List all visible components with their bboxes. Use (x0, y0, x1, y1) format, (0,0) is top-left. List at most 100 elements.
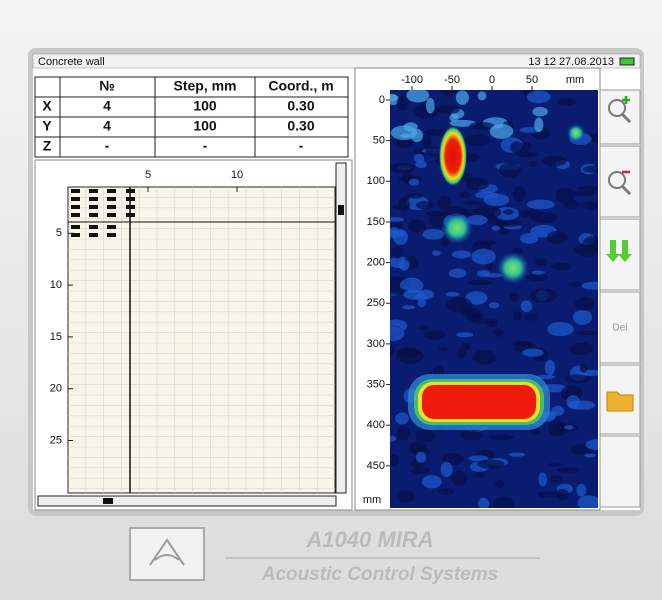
speckle (396, 425, 410, 441)
speckle (390, 326, 405, 342)
speckle (449, 113, 459, 122)
speckle (483, 193, 510, 207)
y-tick-label: 50 (373, 135, 385, 147)
speckle (398, 196, 410, 211)
x-unit: mm (566, 74, 584, 86)
speckle (555, 488, 569, 501)
speckle (491, 225, 501, 231)
speckle (391, 246, 404, 259)
x-tick-label: 0 (489, 74, 495, 86)
speckle (455, 90, 469, 105)
speckle (584, 453, 596, 458)
speckle (396, 95, 410, 111)
table-cell: 0.30 (287, 118, 314, 134)
speckle (574, 297, 595, 311)
speckle (465, 291, 488, 305)
column-header: № (99, 78, 115, 94)
table-cell: 100 (193, 118, 217, 134)
column-header: Coord., m (268, 78, 333, 94)
x-tick-label: 50 (526, 74, 538, 86)
speckle (432, 250, 441, 256)
tool-button[interactable] (599, 145, 641, 218)
column-header: Step, mm (173, 78, 236, 94)
speckle (415, 451, 427, 463)
speckle (425, 97, 435, 114)
x-tick-label: -50 (444, 74, 460, 86)
scan-point (126, 213, 135, 217)
scan-point (71, 213, 80, 217)
y-tick-label: 350 (367, 378, 385, 390)
speckle (395, 412, 409, 425)
scan-point (107, 197, 116, 201)
speckle (396, 490, 416, 503)
speckle (534, 117, 544, 133)
speckle (424, 330, 446, 341)
scan-point (126, 205, 135, 209)
tool-button[interactable] (599, 435, 641, 508)
company: Acoustic Control Systems (261, 564, 499, 585)
scan-point (107, 205, 116, 209)
reflector (497, 252, 529, 284)
scan-point (89, 189, 98, 193)
scan-point (107, 225, 116, 229)
speckle (524, 313, 538, 321)
scan-point (71, 189, 80, 193)
h-thumb (103, 498, 113, 504)
speckle (563, 425, 574, 430)
speckle (399, 259, 410, 271)
table-cell: - (105, 138, 110, 154)
scan-marks (71, 189, 135, 237)
speckle (516, 151, 538, 158)
speckle (579, 363, 588, 373)
scan-point (89, 205, 98, 209)
v-scrollbar (335, 162, 347, 494)
speckle (529, 288, 557, 303)
speckle (575, 330, 598, 336)
tool-button[interactable] (599, 291, 641, 364)
y-tick-label: 20 (50, 383, 62, 395)
scan-point (126, 189, 135, 193)
speckle (421, 475, 442, 489)
speckle (464, 134, 491, 147)
speckle (493, 496, 514, 508)
speckle (390, 454, 399, 467)
y-tick-label: 15 (50, 331, 62, 343)
speckle (520, 233, 539, 244)
tool-button[interactable] (599, 89, 641, 145)
speckle (509, 292, 520, 302)
table-cell: - (299, 138, 304, 154)
speckle (413, 153, 425, 163)
speckle (547, 420, 568, 437)
speckle (422, 135, 432, 149)
speckle (522, 348, 544, 357)
speckle (557, 98, 577, 106)
speckle (440, 90, 458, 97)
speckle (422, 228, 445, 240)
speckle (566, 395, 580, 409)
speckle (390, 221, 403, 229)
delete-button[interactable]: Del (612, 323, 627, 334)
speckle (488, 302, 500, 309)
speckle (460, 306, 475, 317)
speckle (423, 128, 450, 136)
speckle (433, 365, 445, 377)
reflector (567, 124, 585, 142)
speckle (448, 268, 467, 278)
speckle (512, 247, 522, 254)
toolbar (599, 89, 641, 508)
speckle (573, 190, 597, 196)
scan-point (126, 197, 135, 201)
speckle (390, 226, 400, 238)
speckle (585, 439, 598, 451)
table-cell: 4 (103, 98, 111, 114)
speckle (440, 461, 453, 478)
y-tick-label: 200 (367, 257, 385, 269)
speckle (508, 452, 526, 457)
speckle (551, 262, 572, 270)
speckle (548, 462, 562, 467)
zoom-in-icon (608, 96, 632, 124)
speckle (577, 185, 598, 191)
speckle (415, 429, 436, 443)
battery (619, 57, 635, 66)
